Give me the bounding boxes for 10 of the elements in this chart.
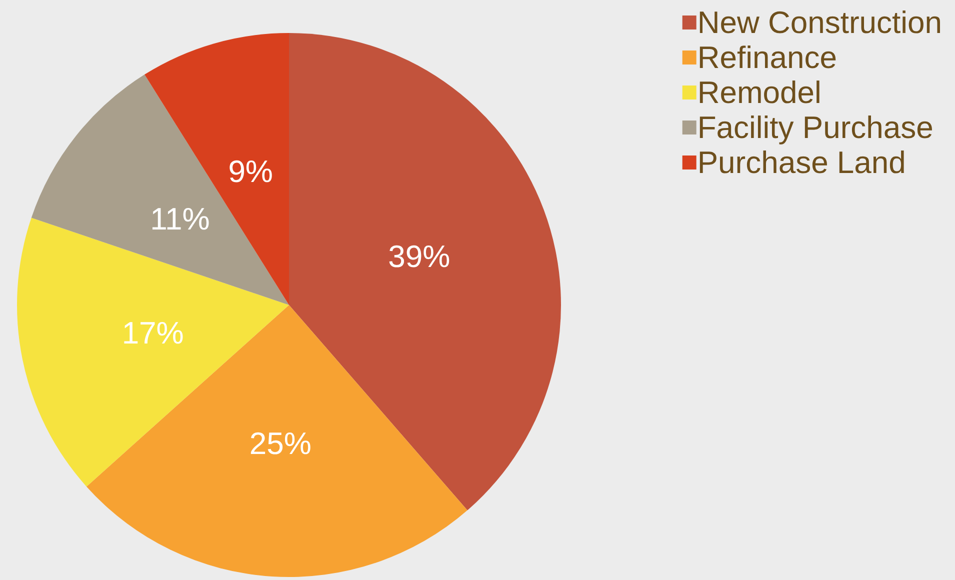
data-label: 39%: [388, 238, 450, 274]
legend-label: Remodel: [697, 75, 822, 110]
data-label: 9%: [228, 154, 273, 189]
legend-label: Refinance: [697, 40, 837, 75]
data-label: 11%: [150, 201, 210, 236]
legend-label: Facility Purchase: [697, 110, 934, 145]
legend-label: New Construction: [697, 5, 942, 40]
legend-label: Purchase Land: [697, 145, 906, 180]
data-label: 17%: [122, 315, 184, 350]
data-label: 25%: [249, 426, 312, 462]
